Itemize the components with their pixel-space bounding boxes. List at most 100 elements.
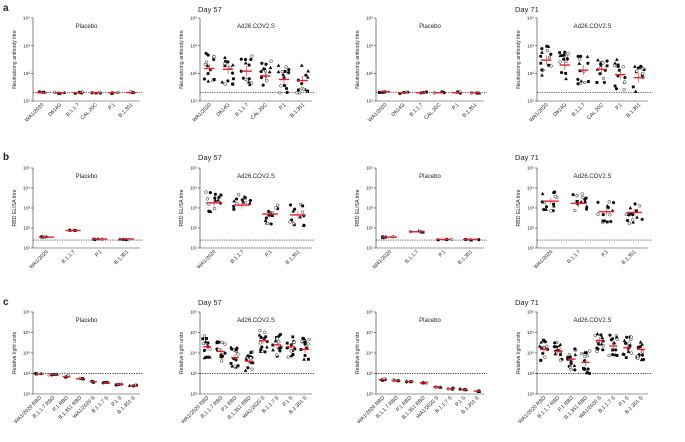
data-point xyxy=(268,65,273,70)
data-point xyxy=(302,357,306,361)
x-tick-label: B.1.351 xyxy=(118,102,135,119)
chart-title: Ad26.COV2.S xyxy=(574,318,612,324)
data-point xyxy=(608,213,612,217)
chart-panel-0-1: Ad26.COV2.S Neutralizing antibody titre 10… xyxy=(179,16,315,123)
data-point xyxy=(613,352,618,357)
data-point xyxy=(290,218,294,222)
data-point xyxy=(265,78,269,83)
data-point xyxy=(540,200,544,204)
data-point xyxy=(564,71,568,75)
data-point xyxy=(562,57,566,61)
data-point xyxy=(640,342,644,346)
data-point xyxy=(250,367,254,371)
data-point xyxy=(629,351,633,355)
data-point xyxy=(584,204,589,208)
data-point xyxy=(247,82,252,87)
data-point xyxy=(289,343,293,347)
data-point xyxy=(559,70,564,75)
data-point xyxy=(585,54,590,59)
data-point xyxy=(301,204,305,208)
data-point xyxy=(243,368,248,372)
data-point xyxy=(638,340,643,344)
data-point xyxy=(584,196,588,200)
data-point xyxy=(557,346,561,350)
y-tick-label: 10³ xyxy=(527,206,534,211)
data-point xyxy=(250,54,254,58)
data-point xyxy=(307,337,311,342)
y-tick-label: 10⁴ xyxy=(527,351,534,356)
data-point xyxy=(573,208,577,213)
data-point xyxy=(537,344,542,348)
data-point xyxy=(231,82,235,86)
data-point xyxy=(263,350,267,354)
data-point xyxy=(636,66,640,70)
data-point xyxy=(542,338,545,342)
data-point xyxy=(283,70,287,73)
data-point xyxy=(569,367,573,372)
data-point xyxy=(563,50,567,54)
data-point xyxy=(246,80,251,84)
data-point xyxy=(579,54,583,58)
data-point xyxy=(297,88,300,92)
data-point xyxy=(298,214,303,219)
data-point xyxy=(625,335,629,339)
y-tick-label: 10¹ xyxy=(190,99,197,104)
y-axis-label: Relative light units xyxy=(179,332,185,375)
data-point xyxy=(541,351,545,356)
data-point xyxy=(584,207,589,211)
data-point xyxy=(286,71,291,75)
data-point xyxy=(243,195,247,199)
y-axis-label: Neutralizing antibody titre xyxy=(355,30,361,89)
data-point xyxy=(631,220,636,224)
data-point xyxy=(264,335,268,339)
y-tick-label: 10⁶ xyxy=(366,310,373,315)
x-tick-label: CAL.20C xyxy=(586,102,605,121)
data-point xyxy=(288,203,293,207)
data-point xyxy=(231,77,236,81)
x-tick-label: B.1.1.7 xyxy=(61,249,77,265)
data-point xyxy=(605,59,609,63)
data-point xyxy=(554,344,558,348)
panel-label-c: c xyxy=(3,297,9,308)
data-point xyxy=(640,350,645,354)
data-point xyxy=(564,76,568,81)
data-point xyxy=(251,361,255,365)
y-tick-label: 10⁴ xyxy=(366,186,373,191)
data-point xyxy=(621,65,625,69)
data-point xyxy=(257,333,262,337)
data-point xyxy=(302,336,307,340)
data-point xyxy=(258,328,262,333)
y-tick-label: 10⁵ xyxy=(527,330,534,335)
data-point xyxy=(264,62,268,66)
data-point xyxy=(283,84,286,88)
data-point xyxy=(545,44,549,48)
data-point xyxy=(602,80,606,85)
data-point xyxy=(243,57,248,62)
data-point xyxy=(583,354,587,359)
y-tick-label: 10³ xyxy=(527,371,534,376)
data-point xyxy=(607,200,611,204)
data-point xyxy=(567,352,571,357)
data-point xyxy=(622,338,627,343)
data-point xyxy=(566,52,570,56)
data-point xyxy=(299,63,304,67)
x-tick-label: B.1.1.7 xyxy=(404,249,420,265)
day-label-a-day71: Day 71 xyxy=(515,5,539,14)
data-point xyxy=(293,207,297,211)
x-tick-label: P.1 xyxy=(601,249,610,258)
data-point xyxy=(259,348,263,352)
data-point xyxy=(275,337,279,341)
data-point xyxy=(223,61,227,66)
y-axis-label: RBD ELISA titre xyxy=(355,189,361,226)
x-tick-label: P.1 xyxy=(614,102,623,111)
data-point xyxy=(595,349,599,354)
data-point xyxy=(276,69,281,74)
data-point xyxy=(205,197,210,201)
chart-panel-0-0: Placebo Neutralizing antibody titre 10¹ 10²… xyxy=(12,16,143,123)
y-axis-label: Neutralizing antibody titre xyxy=(516,30,522,89)
y-axis-label: RBD ELISA titre xyxy=(179,189,185,226)
day-label-a-day57: Day 57 xyxy=(198,5,222,14)
data-point xyxy=(547,55,552,60)
data-point xyxy=(233,364,237,368)
